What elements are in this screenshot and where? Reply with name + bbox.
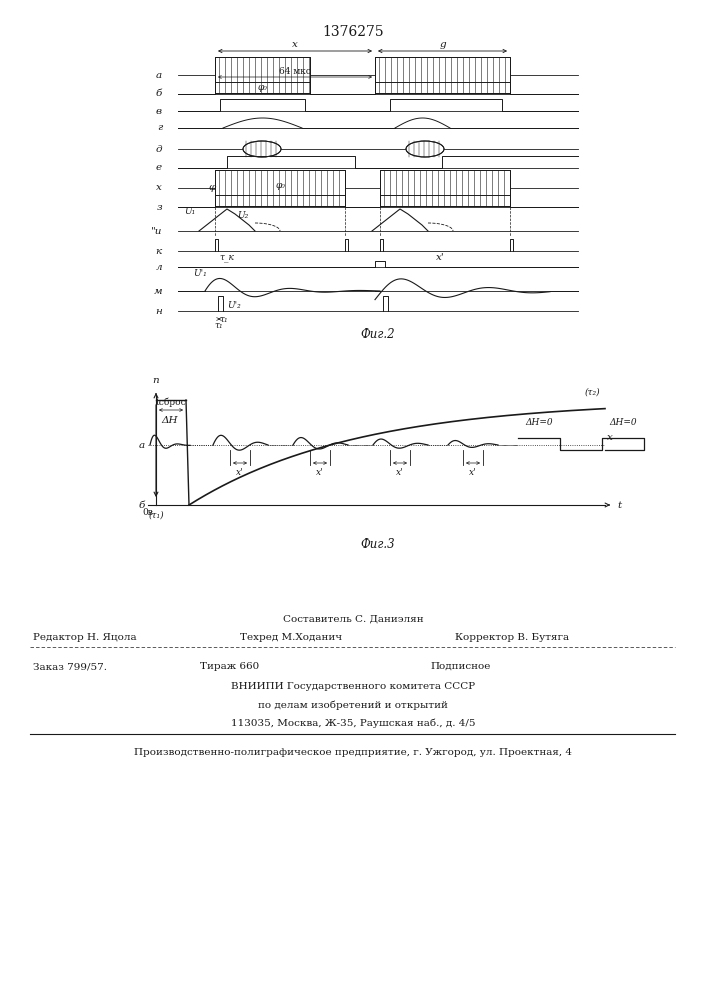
- Text: x': x': [316, 468, 324, 477]
- Text: ΔH=0: ΔH=0: [609, 418, 637, 427]
- Text: д: д: [156, 144, 162, 153]
- Text: к: к: [156, 246, 162, 255]
- Text: n: n: [153, 376, 159, 385]
- Text: Редактор Н. Яцола: Редактор Н. Яцола: [33, 633, 136, 642]
- Text: φ: φ: [209, 183, 216, 192]
- Text: Подписное: Подписное: [430, 662, 491, 671]
- Bar: [215, 170, 345, 206]
- Text: Производственно-полиграфическое предприятие, г. Ужгород, ул. Проектная, 4: Производственно-полиграфическое предприя…: [134, 748, 572, 757]
- Text: по делам изобретений и открытий: по делам изобретений и открытий: [258, 700, 448, 710]
- Bar: [215, 57, 310, 93]
- Text: х: х: [156, 184, 162, 192]
- Ellipse shape: [243, 141, 281, 157]
- Text: Фиг.3: Фиг.3: [361, 538, 395, 551]
- Text: 1376275: 1376275: [322, 25, 384, 39]
- Text: x': x': [469, 468, 477, 477]
- Text: x: x: [607, 434, 613, 442]
- Text: ΔH: ΔH: [161, 416, 177, 425]
- Text: x': x': [236, 468, 244, 477]
- Text: x': x': [396, 468, 404, 477]
- Text: (τ₁): (τ₁): [148, 511, 164, 520]
- Text: U'₂: U'₂: [227, 302, 241, 310]
- Bar: [380, 170, 510, 206]
- Text: x: x: [292, 40, 298, 49]
- Text: τ₁: τ₁: [215, 321, 223, 330]
- Text: н: н: [155, 306, 162, 316]
- Text: Тираж 660: Тираж 660: [200, 662, 259, 671]
- Text: 64 мкс: 64 мкс: [279, 67, 311, 76]
- Text: "и: "и: [151, 227, 162, 235]
- Text: x': x': [436, 253, 445, 262]
- Text: м: м: [153, 286, 162, 296]
- Text: а: а: [139, 440, 145, 450]
- Text: г: г: [157, 123, 162, 132]
- Text: Составитель С. Даниэлян: Составитель С. Даниэлян: [283, 615, 423, 624]
- Text: Фиг.2: Фиг.2: [361, 328, 395, 341]
- Bar: [215, 57, 310, 93]
- Text: t: t: [617, 500, 621, 510]
- Text: U₁: U₁: [184, 207, 195, 216]
- Text: (τ₂): (τ₂): [585, 388, 600, 397]
- Bar: [375, 57, 510, 93]
- Text: ВНИИПИ Государственного комитета СССР: ВНИИПИ Государственного комитета СССР: [231, 682, 475, 691]
- Text: в: в: [156, 106, 162, 115]
- Text: τ_к: τ_к: [219, 253, 234, 262]
- Text: б: б: [139, 500, 145, 510]
- Bar: [215, 170, 345, 206]
- Text: tсброс: tсброс: [156, 397, 187, 407]
- Bar: [380, 170, 510, 206]
- Text: 113035, Москва, Ж-35, Раушская наб., д. 4/5: 113035, Москва, Ж-35, Раушская наб., д. …: [230, 718, 475, 728]
- Text: τ₁: τ₁: [219, 315, 228, 324]
- Text: φ₀: φ₀: [275, 182, 285, 190]
- Text: б: б: [156, 90, 162, 99]
- Text: л: л: [156, 262, 162, 271]
- Text: Корректор В. Бутяга: Корректор В. Бутяга: [455, 633, 569, 642]
- Ellipse shape: [406, 141, 444, 157]
- Text: е: е: [156, 163, 162, 172]
- Text: U₂: U₂: [237, 211, 248, 220]
- Text: Заказ 799/57.: Заказ 799/57.: [33, 662, 107, 671]
- Text: φ₀: φ₀: [257, 84, 267, 93]
- Text: U'₁: U'₁: [193, 268, 207, 277]
- Text: ΔH=0: ΔH=0: [525, 418, 553, 427]
- Text: 0в: 0в: [142, 508, 153, 517]
- Bar: [375, 57, 510, 93]
- Text: а: а: [156, 70, 162, 80]
- Text: Техред М.Ходанич: Техред М.Ходанич: [240, 633, 342, 642]
- Text: g: g: [439, 40, 446, 49]
- Text: з: з: [156, 202, 162, 212]
